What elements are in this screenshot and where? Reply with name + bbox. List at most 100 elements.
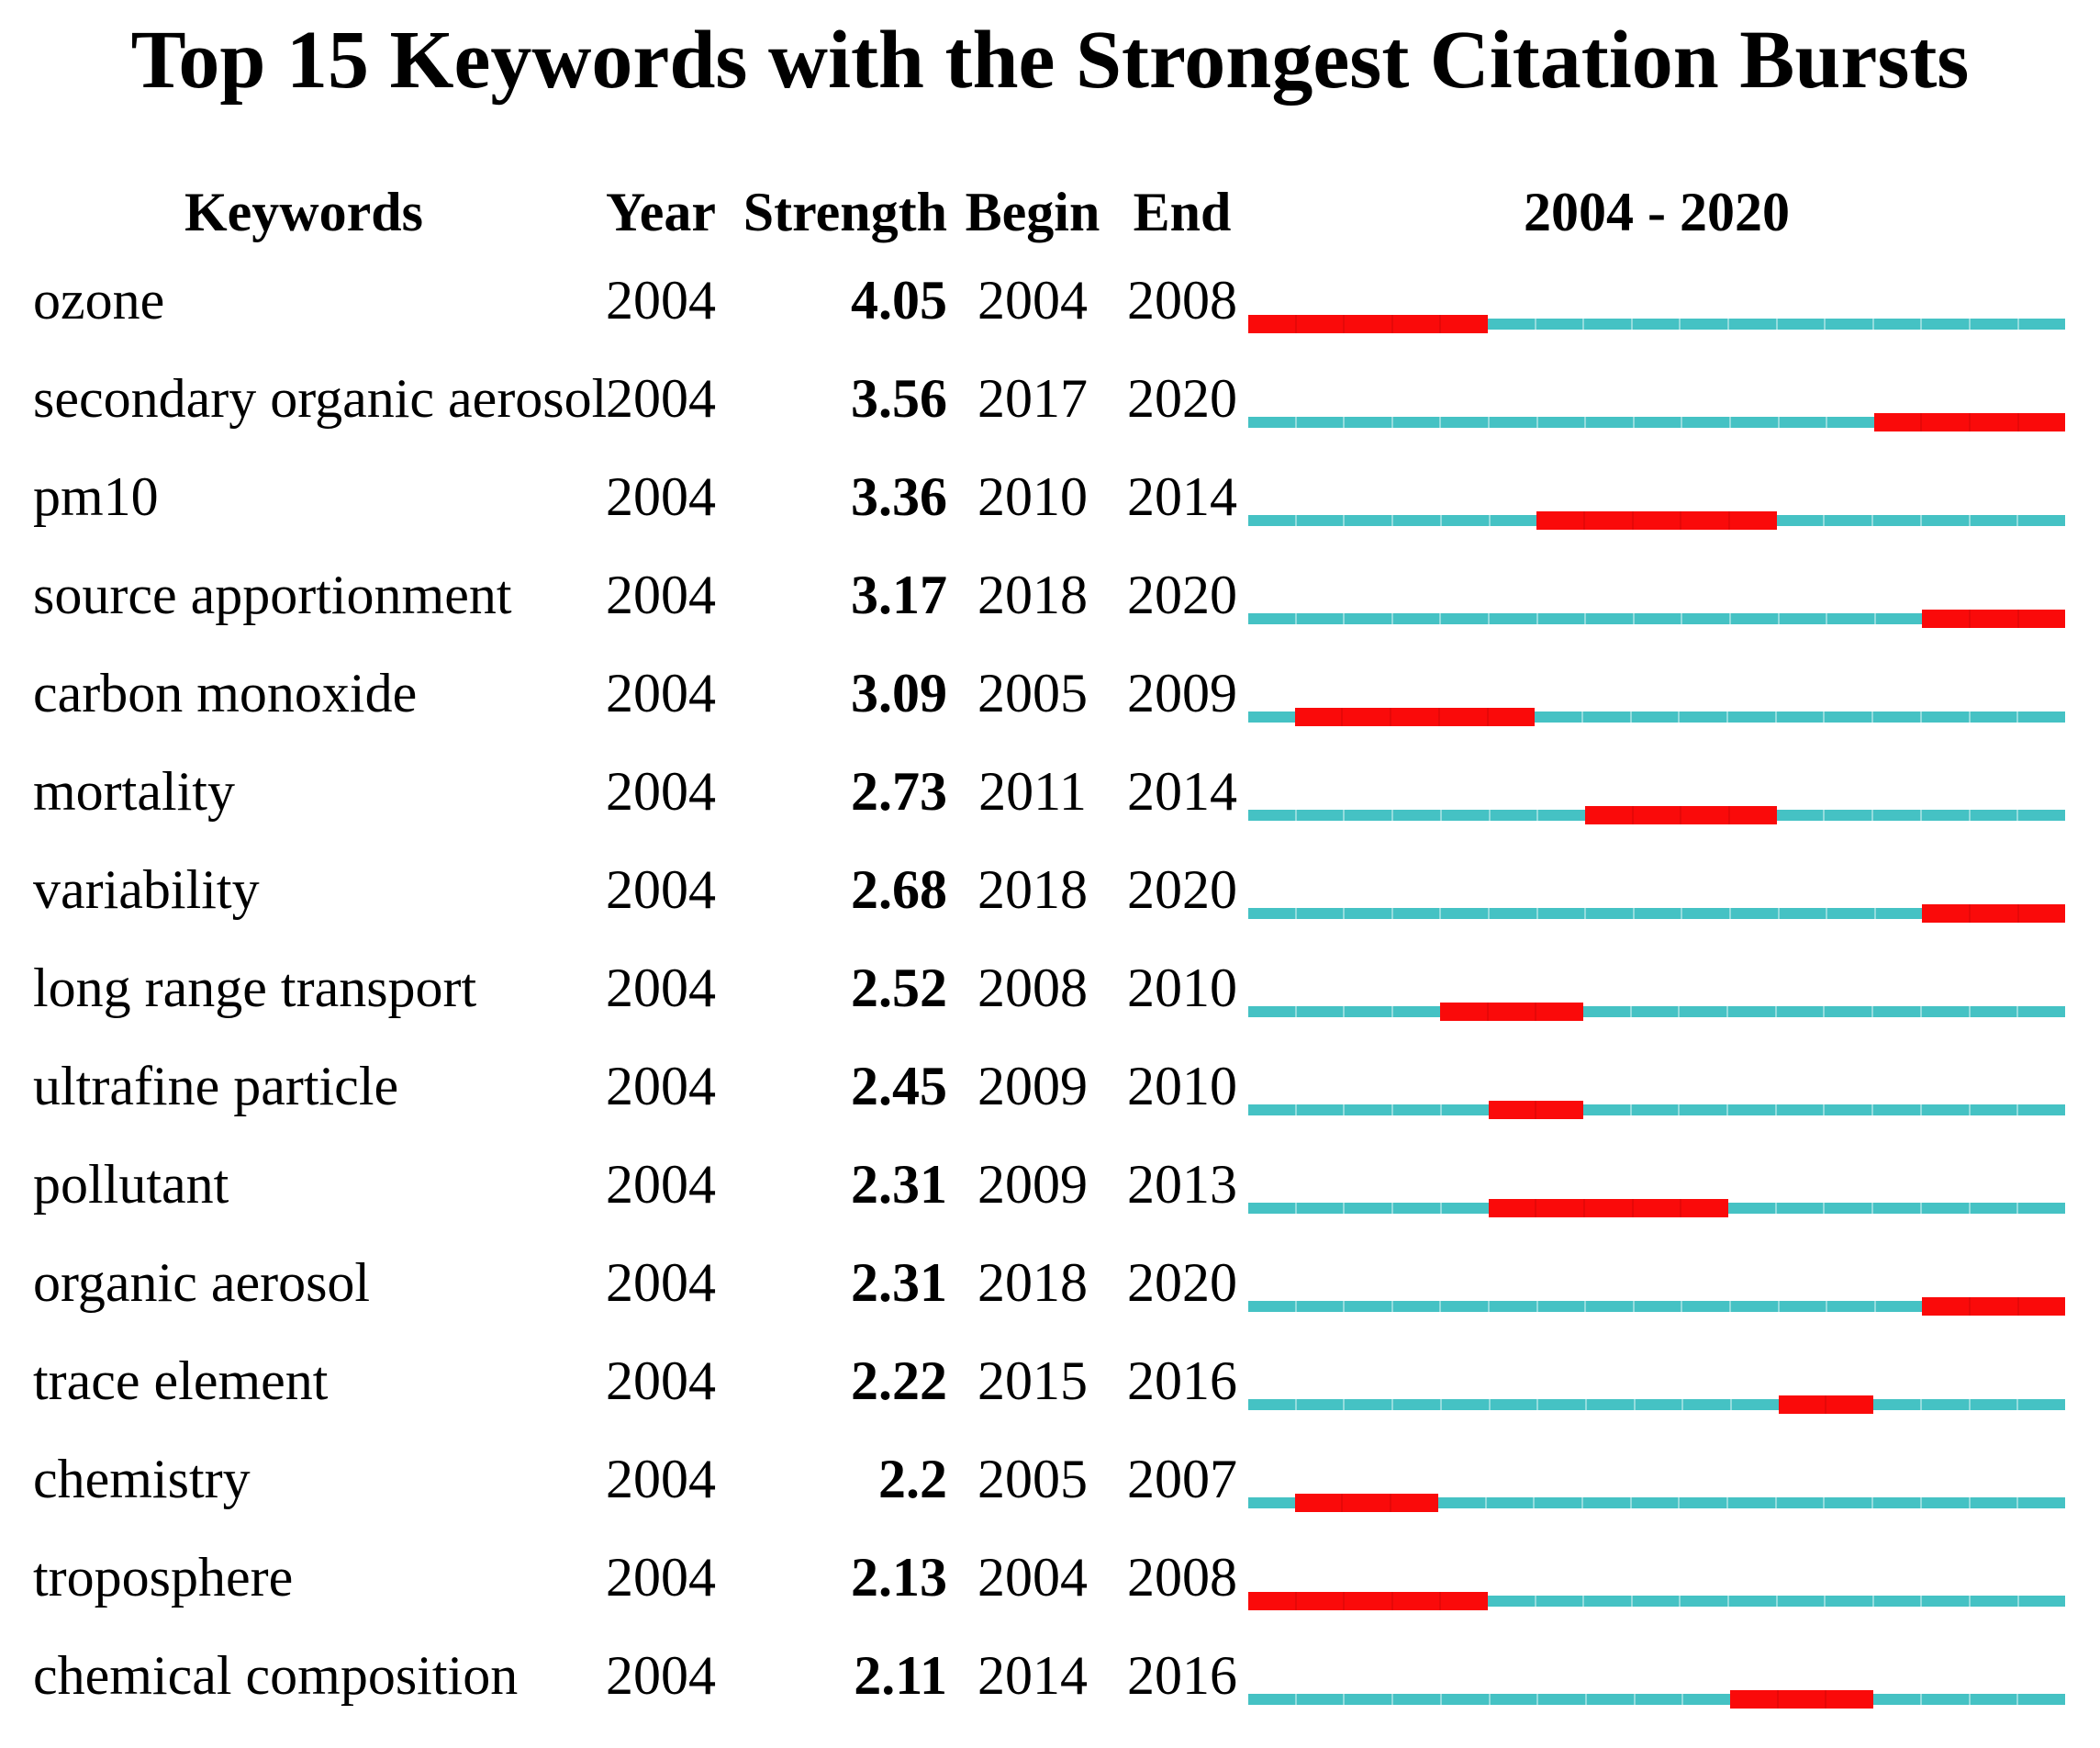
timeline-year-segment: [1682, 1301, 1731, 1312]
timeline-year-segment: [1296, 1006, 1346, 1017]
timeline-year-segment: [1248, 1203, 1297, 1214]
burst-year-segment: [1441, 1592, 1488, 1610]
burst-year-segment: [1584, 511, 1634, 530]
timeline-year-segment: [1392, 613, 1442, 624]
end-cell: 2020: [1127, 565, 1237, 625]
burst-year-segment: [1633, 511, 1682, 530]
timeline-year-segment: [1875, 1301, 1923, 1312]
timeline-year-segment: [1296, 515, 1346, 526]
burst-year-segment: [1826, 1690, 1874, 1709]
timeline-year-segment: [1634, 417, 1683, 428]
end-cell: 2013: [1127, 1154, 1237, 1215]
table-row: trace element 2004 2.22 2015 2016: [0, 1332, 2100, 1430]
begin-cell: 2011: [978, 761, 1087, 822]
burst-year-segment: [1391, 708, 1440, 726]
timeline-year-segment: [1730, 417, 1780, 428]
end-cell: 2008: [1127, 270, 1237, 331]
timeline-year-segment: [1393, 1694, 1442, 1705]
timeline-year-segment: [2018, 515, 2065, 526]
table-row: variability 2004 2.68 2018 2020: [0, 841, 2100, 939]
timeline-year-segment: [1490, 810, 1539, 821]
begin-cell: 2015: [977, 1350, 1088, 1411]
keyword-cell: pollutant: [33, 1154, 229, 1215]
table-row: organic aerosol 2004 2.31 2018 2020: [0, 1234, 2100, 1332]
burst-year-segment: [1730, 511, 1777, 530]
burst-year-segment: [1681, 511, 1731, 530]
timeline-year-segment: [1683, 1399, 1733, 1410]
timeline-year-segment: [1680, 1104, 1729, 1115]
timeline-year-segment: [2018, 1399, 2065, 1410]
burst-year-segment: [2018, 904, 2066, 923]
burst-year-segment: [1296, 315, 1346, 333]
timeline-year-segment: [1921, 1399, 1971, 1410]
end-cell: 2016: [1127, 1350, 1237, 1411]
header-year: Year: [606, 182, 716, 242]
timeline-year-segment: [1441, 613, 1490, 624]
table-row: chemical composition 2004 2.11 2014 2016: [0, 1627, 2100, 1725]
timeline-year-segment: [1441, 810, 1491, 821]
burst-year-segment: [1970, 610, 2019, 628]
timeline-year-segment: [1392, 908, 1442, 919]
timeline-year-segment: [2018, 1006, 2065, 1017]
timeline-year-segment: [1441, 908, 1490, 919]
burst-year-segment: [1488, 1199, 1537, 1217]
table-row: source apportionment 2004 3.17 2018 2020: [0, 546, 2100, 644]
timeline-year-segment: [1922, 319, 1971, 330]
keyword-cell: source apportionment: [33, 565, 512, 625]
timeline-year-segment: [1537, 613, 1587, 624]
year-cell: 2004: [606, 1056, 716, 1116]
timeline-year-segment: [1779, 908, 1828, 919]
timeline-year-segment: [1537, 417, 1587, 428]
burst-year-segment: [1343, 1494, 1392, 1512]
table-row: troposphere 2004 2.13 2004 2008: [0, 1529, 2100, 1627]
timeline-year-segment: [1776, 515, 1826, 526]
burst-year-segment: [1391, 1494, 1438, 1512]
timeline-year-segment: [1635, 1399, 1684, 1410]
year-cell: 2004: [606, 1154, 716, 1215]
timeline-year-segment: [1873, 1694, 1922, 1705]
burst-year-segment: [1922, 1297, 1971, 1316]
timeline-year-segment: [1248, 1104, 1297, 1115]
timeline-year-segment: [1584, 1596, 1633, 1607]
timeline-year-segment: [1296, 810, 1346, 821]
timeline-year-segment: [1631, 1104, 1681, 1115]
timeline-year-segment: [1970, 712, 2019, 723]
burst-year-segment: [1439, 1003, 1489, 1021]
timeline-year-segment: [1873, 319, 1923, 330]
strength-cell: 2.2: [878, 1449, 947, 1509]
timeline-year-segment: [1825, 1497, 1874, 1508]
timeline-year-segment: [1777, 1596, 1826, 1607]
strength-cell: 3.09: [851, 663, 947, 723]
timeline-year-segment: [1345, 1006, 1394, 1017]
keyword-cell: chemical composition: [33, 1645, 519, 1706]
burst-year-segment: [1488, 708, 1536, 726]
timeline-year-segment: [1441, 417, 1490, 428]
timeline-year-segment: [1582, 1497, 1632, 1508]
timeline-year-segment: [1248, 515, 1297, 526]
timeline-year-segment: [1875, 613, 1923, 624]
timeline-year-segment: [1825, 515, 1874, 526]
timeline-year-segment: [1970, 810, 2019, 821]
timeline-year-segment: [1535, 1497, 1583, 1508]
burst-year-segment: [1584, 1199, 1634, 1217]
timeline-year-segment: [1682, 417, 1731, 428]
timeline-year-segment: [1873, 1104, 1922, 1115]
year-cell: 2004: [606, 565, 716, 625]
timeline-year-segment: [1970, 1104, 2019, 1115]
keyword-cell: organic aerosol: [33, 1252, 371, 1313]
burst-year-segment: [1873, 413, 1923, 431]
timeline-year-segment: [2018, 1497, 2065, 1508]
timeline-year-segment: [1490, 1399, 1539, 1410]
begin-cell: 2018: [977, 1252, 1088, 1313]
burst-year-segment: [2018, 610, 2066, 628]
burst-year-segment: [1730, 1690, 1779, 1709]
end-cell: 2009: [1127, 663, 1237, 723]
burst-year-segment: [1294, 1494, 1344, 1512]
timeline-year-segment: [1345, 613, 1393, 624]
burst-timeline-bar: [1248, 1101, 2065, 1119]
begin-cell: 2004: [977, 1547, 1088, 1608]
keyword-cell: troposphere: [33, 1547, 294, 1608]
burst-year-segment: [1681, 1199, 1729, 1217]
timeline-year-segment: [1827, 417, 1874, 428]
year-cell: 2004: [606, 466, 716, 527]
